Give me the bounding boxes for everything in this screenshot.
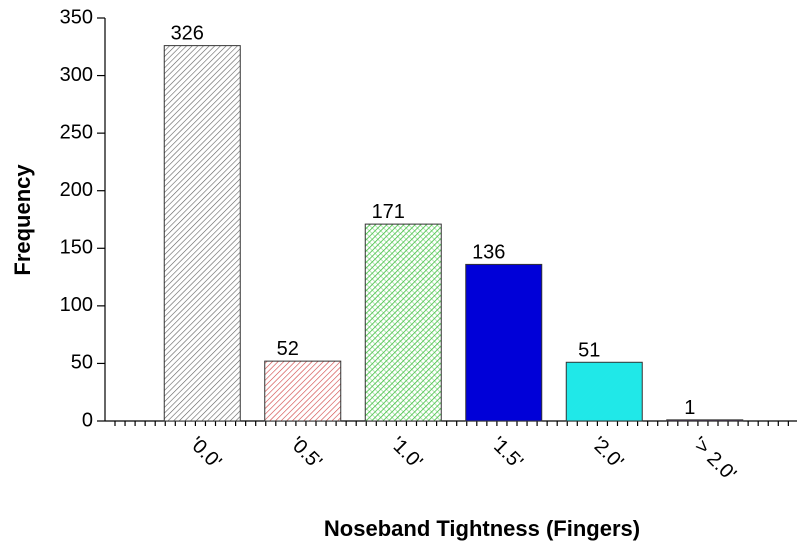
bar <box>364 223 442 422</box>
y-tick-label: 250 <box>60 121 93 143</box>
y-tick-label: 300 <box>60 64 93 86</box>
y-tick-label: 350 <box>60 6 93 28</box>
bar <box>565 361 643 422</box>
x-tick-label: '> 2.0' <box>687 433 740 486</box>
x-tick-label: '0.0' <box>185 433 226 474</box>
y-tick-label: 50 <box>71 352 93 374</box>
value-label: 51 <box>578 339 600 361</box>
value-label: 1 <box>684 397 695 419</box>
y-tick-label: 150 <box>60 237 93 259</box>
bar <box>264 360 342 422</box>
x-tick-label: '1.0' <box>386 433 427 474</box>
y-tick-label: 0 <box>82 409 93 431</box>
value-label: 52 <box>277 338 299 360</box>
x-tick-label: '1.5' <box>486 433 527 474</box>
value-label: 326 <box>171 23 204 45</box>
bar <box>666 419 744 422</box>
y-axis-title: Frequency <box>10 164 35 276</box>
y-tick-label: 100 <box>60 294 93 316</box>
x-axis-title: Noseband Tightness (Fingers) <box>324 516 640 541</box>
y-tick-label: 200 <box>60 179 93 201</box>
x-tick-label: '0.5' <box>285 433 326 474</box>
x-tick-label: '2.0' <box>587 433 628 474</box>
value-label: 136 <box>472 241 505 263</box>
bar <box>163 45 241 422</box>
value-label: 171 <box>372 201 405 223</box>
bar <box>465 263 543 422</box>
